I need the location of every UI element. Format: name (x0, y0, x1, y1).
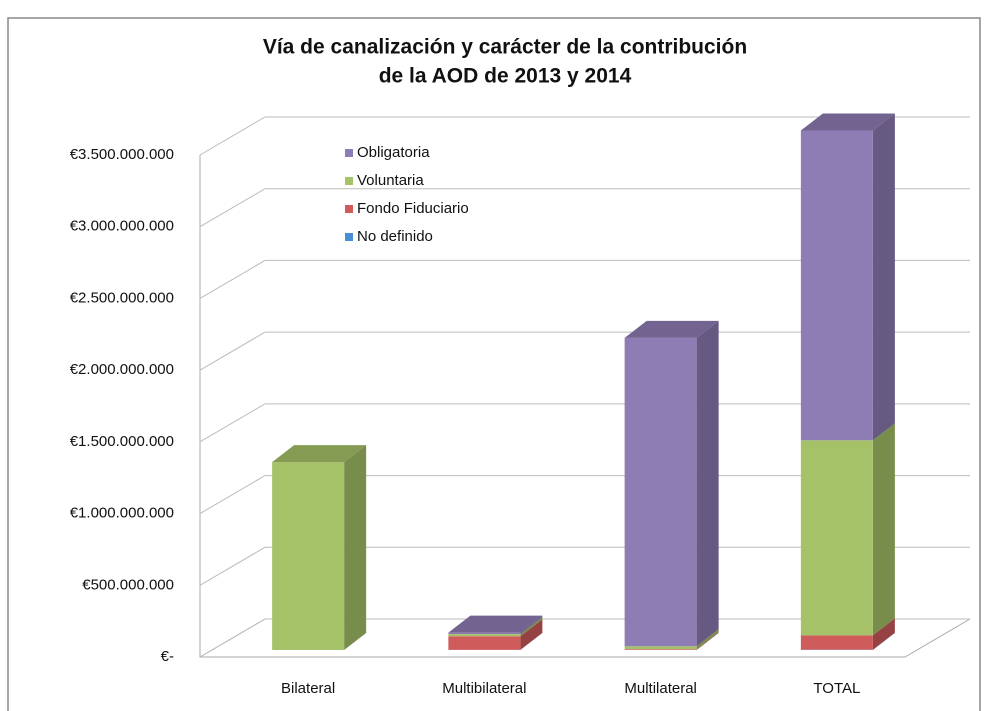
legend-label: No definido (357, 228, 433, 245)
legend-label: Voluntaria (357, 172, 424, 189)
bar-side (696, 632, 719, 650)
y-tick-label: €2.000.000.000 (70, 361, 174, 378)
wall-edge (199, 155, 971, 658)
x-tick-label: TOTAL (813, 680, 860, 697)
grid-line (199, 331, 970, 371)
grid-line (199, 475, 970, 515)
bar-top (272, 445, 367, 463)
grid-line (199, 618, 970, 658)
bar (448, 634, 521, 637)
bar-top (800, 113, 895, 131)
legend-swatch (345, 177, 353, 185)
bar-side (696, 629, 719, 650)
bar-side (696, 632, 719, 650)
bar (272, 462, 345, 650)
y-tick-label: €3.500.000.000 (70, 146, 174, 163)
bar-side (696, 320, 719, 647)
bar-side (872, 113, 895, 441)
bar-side (520, 619, 543, 650)
bar (624, 337, 697, 647)
bar (448, 636, 521, 650)
grid-line (199, 546, 970, 586)
grid-line (199, 259, 970, 299)
x-tick-label: Bilateral (281, 680, 335, 697)
legend-swatch (345, 233, 353, 241)
bar-side (872, 632, 895, 650)
bar-side (520, 615, 543, 635)
bar (800, 635, 873, 650)
x-tick-label: Multibilateral (442, 680, 526, 697)
bar-top (448, 615, 543, 633)
y-tick-label: €500.000.000 (82, 576, 174, 593)
bar-side (872, 618, 895, 650)
y-tick-label: €2.500.000.000 (70, 289, 174, 306)
legend-swatch (345, 149, 353, 157)
bar (624, 646, 697, 650)
y-tick-label: €1.000.000.000 (70, 505, 174, 522)
chart-title: Vía de canalización y carácter de la con… (263, 36, 747, 59)
x-tick-label: Multilateral (624, 680, 697, 697)
bar-side (872, 423, 895, 636)
bar (448, 632, 521, 635)
legend-label: Fondo Fiduciario (357, 200, 469, 217)
y-tick-label: €3.000.000.000 (70, 218, 174, 235)
grid-line (199, 116, 970, 156)
bar (800, 440, 873, 636)
y-tick-label: €- (161, 648, 174, 665)
bar (624, 649, 697, 650)
bar-side (520, 632, 543, 650)
grid-line (199, 403, 970, 443)
bar-side (344, 445, 367, 650)
legend-swatch (345, 205, 353, 213)
y-tick-label: €1.500.000.000 (70, 433, 174, 450)
chart-title: de la AOD de 2013 y 2014 (379, 65, 632, 88)
grid-line (199, 188, 970, 228)
legend-label: Obligatoria (357, 144, 430, 161)
bar-side (520, 617, 543, 637)
bar (800, 130, 873, 441)
bar-top (624, 320, 719, 338)
